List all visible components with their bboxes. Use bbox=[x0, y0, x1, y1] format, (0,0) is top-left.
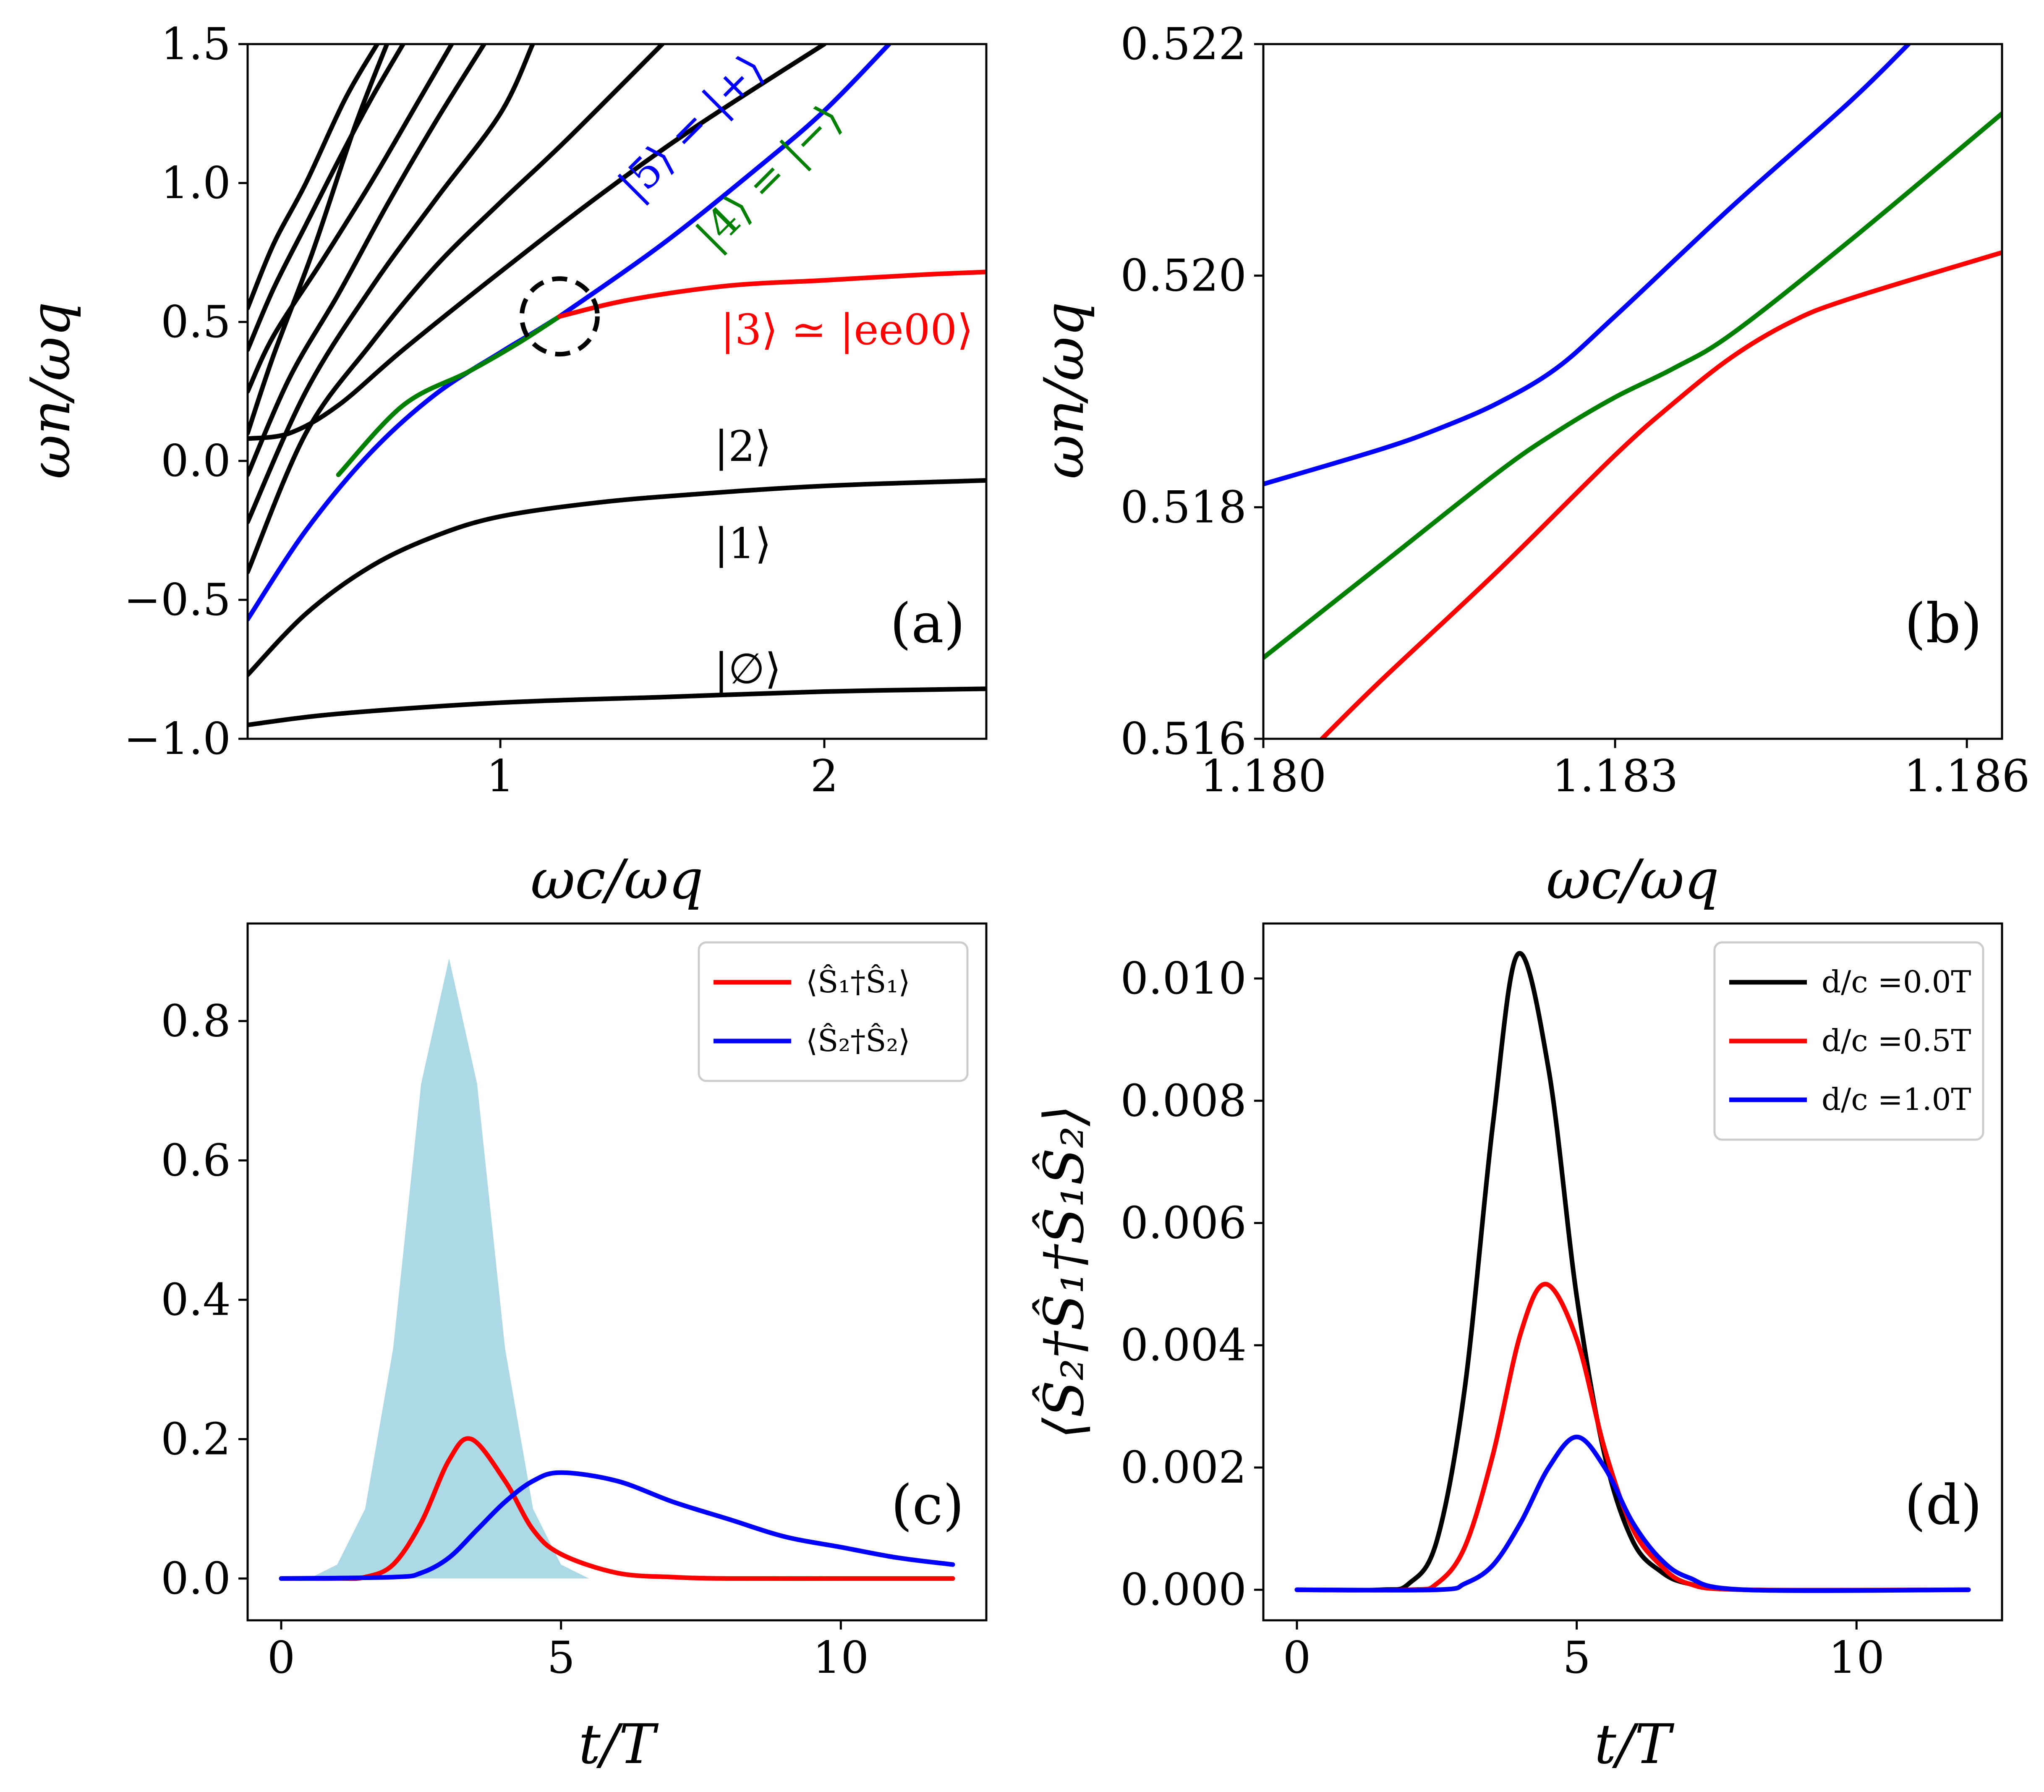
legend-entry: ⟨Ŝ₂†Ŝ₂⟩ bbox=[806, 1022, 910, 1058]
x-tick-label: 0 bbox=[267, 1632, 295, 1683]
series-line-a-2 bbox=[248, 314, 562, 622]
panel-a: |5⟩ = |+⟩|4⟩ = |−⟩|3⟩ ≃ |ee00⟩|2⟩|1⟩|∅⟩1… bbox=[18, 18, 988, 911]
x-tick-label: 1.180 bbox=[1200, 751, 1327, 802]
y-tick-label: 0.5 bbox=[161, 296, 231, 348]
series-line-a-8 bbox=[248, 44, 535, 525]
legend-c: ⟨Ŝ₁†Ŝ₁⟩ ⟨Ŝ₂†Ŝ₂⟩ bbox=[698, 941, 969, 1082]
axes-frame-c bbox=[246, 922, 988, 1622]
legend-entry: d/c =0.5T bbox=[1822, 1023, 1971, 1058]
x-tick-label: 5 bbox=[547, 1632, 575, 1683]
series-line-b-1 bbox=[1263, 111, 2002, 660]
legend-d: d/c =0.0T d/c =0.5T d/c =1.0T bbox=[1713, 941, 1984, 1141]
series-line-d-2 bbox=[1294, 1434, 1971, 1593]
legend-entry: d/c =0.0T bbox=[1822, 964, 1971, 999]
series-line-d-1 bbox=[1294, 1282, 1971, 1593]
y-tick-label: 0.0 bbox=[161, 1553, 231, 1604]
plot-area-d bbox=[1294, 951, 1971, 1593]
axes-frame-b bbox=[1262, 43, 2003, 740]
y-tick-label: 0.004 bbox=[1120, 1320, 1247, 1371]
y-tick-label: 0.0 bbox=[161, 435, 231, 487]
x-axis-title: t/T bbox=[1594, 1712, 1675, 1776]
series-line-a-0 bbox=[248, 686, 986, 727]
y-tick-label: 0.006 bbox=[1120, 1198, 1247, 1249]
x-tick-label: 10 bbox=[813, 1632, 869, 1683]
series-line-a-12 bbox=[248, 44, 389, 436]
y-tick-label: 1.0 bbox=[161, 157, 231, 209]
y-axis-title: ωn/ωq bbox=[1032, 302, 1096, 479]
series-line-a-9 bbox=[248, 44, 487, 477]
y-tick-label: −1.0 bbox=[124, 713, 231, 764]
y-tick-label: 1.5 bbox=[161, 18, 231, 70]
x-tick-label: 1.186 bbox=[1904, 751, 2030, 802]
axes-frame-d bbox=[1262, 922, 2003, 1622]
x-tick-label: 1.183 bbox=[1552, 751, 1678, 802]
x-tick-label: 1 bbox=[486, 751, 515, 802]
plot-area-a bbox=[248, 44, 986, 727]
panel-b: 1.180 1.183 1.186 0.522 0.520 0.518 0.516 ωc/ωq… bbox=[1032, 18, 2030, 911]
series-line-c-1 bbox=[279, 1470, 955, 1581]
panel-c: 0 5 10 0.0 0.2 0.4 0.6 0.8 t/T (c) ⟨Ŝ₁†Ŝ₁⟩ ⟨Ŝ₂†Ŝ₂⟩ bbox=[161, 922, 988, 1776]
crossing-marker-circle bbox=[519, 276, 600, 357]
panel-label: (d) bbox=[1905, 1473, 1982, 1537]
y-tick-label: 0.516 bbox=[1120, 713, 1247, 764]
x-tick-label: 5 bbox=[1563, 1632, 1591, 1683]
series-line-b-0 bbox=[1263, 44, 1912, 487]
plot-area-c bbox=[279, 958, 955, 1581]
x-tick-label: 10 bbox=[1829, 1632, 1885, 1683]
series-line-a-1 bbox=[248, 478, 986, 678]
x-tick-label: 0 bbox=[1283, 1632, 1311, 1683]
x-axis-title: t/T bbox=[579, 1712, 659, 1776]
y-tick-label: 0.520 bbox=[1120, 250, 1247, 301]
y-tick-label: 0.010 bbox=[1120, 953, 1247, 1004]
y-tick-label: 0.000 bbox=[1120, 1564, 1247, 1615]
y-axis-title: ωn/ωq bbox=[18, 302, 82, 479]
series-line-a-10 bbox=[248, 44, 454, 394]
series-line-b-2 bbox=[1320, 250, 2002, 739]
drive-pulse-fill bbox=[281, 958, 617, 1579]
state-label-3: |2⟩ bbox=[714, 422, 771, 471]
panel-label: (b) bbox=[1905, 591, 1982, 655]
y-tick-label: 0.008 bbox=[1120, 1075, 1247, 1126]
y-tick-label: 0.002 bbox=[1120, 1442, 1247, 1493]
state-label-2: |3⟩ ≃ |ee00⟩ bbox=[721, 305, 973, 354]
axes-frame-a bbox=[246, 43, 988, 740]
series-line-a-5 bbox=[557, 269, 986, 319]
series-line-a-4 bbox=[557, 44, 891, 319]
legend-entry: d/c =1.0T bbox=[1822, 1082, 1971, 1117]
series-line-a-11 bbox=[248, 44, 406, 352]
panel-label: (c) bbox=[891, 1473, 964, 1537]
series-line-a-3 bbox=[336, 314, 562, 477]
state-label-4: |1⟩ bbox=[714, 519, 771, 568]
legend-entry: ⟨Ŝ₁†Ŝ₁⟩ bbox=[806, 963, 910, 999]
y-axis-title: ⟨Ŝ₂†Ŝ₁†Ŝ₁Ŝ₂⟩ bbox=[1032, 1105, 1096, 1439]
plot-area-b bbox=[1263, 44, 2002, 739]
x-tick-label: 2 bbox=[810, 751, 839, 802]
y-tick-label: 0.518 bbox=[1120, 481, 1247, 533]
y-tick-label: 0.522 bbox=[1120, 18, 1247, 70]
y-tick-label: 0.2 bbox=[161, 1413, 231, 1465]
panel-label: (a) bbox=[890, 591, 965, 655]
state-label-5: |∅⟩ bbox=[714, 644, 782, 693]
series-line-a-6 bbox=[248, 44, 827, 441]
legend-box bbox=[698, 941, 969, 1082]
series-line-a-7 bbox=[248, 44, 665, 575]
x-axis-title: ωc/ωq bbox=[531, 848, 703, 911]
y-tick-label: −0.5 bbox=[124, 574, 231, 625]
legend-box bbox=[1713, 941, 1984, 1141]
y-tick-label: 0.8 bbox=[161, 995, 231, 1046]
series-line-a-13 bbox=[248, 44, 380, 311]
panel-d: 0 5 10 0.000 0.002 0.004 0.006 0.008 0.010 t/T ⟨Ŝ₂… bbox=[1032, 922, 2003, 1776]
y-tick-label: 0.6 bbox=[161, 1135, 231, 1186]
series-line-c-0 bbox=[279, 1436, 955, 1581]
y-tick-label: 0.4 bbox=[161, 1274, 231, 1325]
x-axis-title: ωc/ωq bbox=[1546, 848, 1719, 911]
